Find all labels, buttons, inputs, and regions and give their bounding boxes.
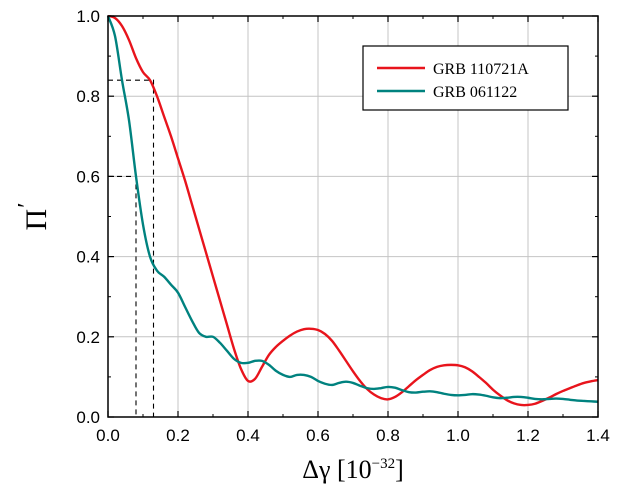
x-axis-label: Δγ [10−32]: [302, 455, 404, 484]
x-tick-label: 0.8: [376, 426, 400, 445]
series-layer: [106, 14, 599, 407]
legend-box: [362, 45, 569, 111]
x-tick-label: 0.0: [96, 426, 120, 445]
y-axis-label: Π′: [14, 203, 53, 231]
x-tick-label: 0.6: [306, 426, 330, 445]
series-line-2: [106, 15, 599, 403]
series-line-1: [107, 14, 599, 407]
svg-text:Π′: Π′: [14, 203, 53, 231]
y-tick-label: 1.0: [76, 7, 100, 26]
y-tick-label: 0.0: [76, 408, 100, 427]
x-tick-label: 1.4: [586, 426, 610, 445]
y-axis-label-symbol: Π: [20, 209, 53, 231]
y-tick-label: 0.4: [76, 248, 100, 267]
x-tick-label: 1.0: [446, 426, 470, 445]
legend-label-1: GRB 110721A: [433, 61, 529, 78]
y-tick-label: 0.6: [76, 167, 100, 186]
reference-line: [108, 175, 137, 417]
y-axis-label-prime: ′: [14, 203, 40, 208]
x-tick-label: 1.2: [516, 426, 540, 445]
x-tick-label: 0.4: [236, 426, 260, 445]
x-tick-label: 0.2: [166, 426, 190, 445]
y-tick-label: 0.8: [76, 87, 100, 106]
y-tick-label: 0.2: [76, 328, 100, 347]
reference-line: [108, 79, 155, 417]
legend: GRB 110721A GRB 061122: [362, 45, 569, 111]
axis-ticks: 0.0 0.2 0.4 0.6 0.8 1.0 1.2 1.4 0.0 0.2 0.4 0.6 0.8 1…: [76, 7, 609, 445]
legend-label-2: GRB 061122: [433, 84, 517, 101]
